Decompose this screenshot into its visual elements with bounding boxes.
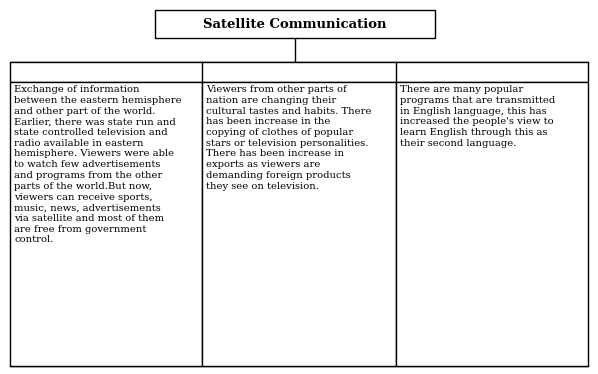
Text: Satellite Communication: Satellite Communication bbox=[203, 18, 387, 31]
Text: There are many popular
programs that are transmitted
in English language, this h: There are many popular programs that are… bbox=[400, 85, 556, 148]
FancyBboxPatch shape bbox=[10, 82, 202, 366]
FancyBboxPatch shape bbox=[396, 82, 588, 366]
Text: Viewers from other parts of
nation are changing their
cultural tastes and habits: Viewers from other parts of nation are c… bbox=[206, 85, 371, 191]
FancyBboxPatch shape bbox=[155, 10, 435, 38]
FancyBboxPatch shape bbox=[10, 62, 588, 82]
Text: Exchange of information
between the eastern hemisphere
and other part of the wor: Exchange of information between the east… bbox=[14, 85, 182, 245]
FancyBboxPatch shape bbox=[202, 82, 396, 366]
